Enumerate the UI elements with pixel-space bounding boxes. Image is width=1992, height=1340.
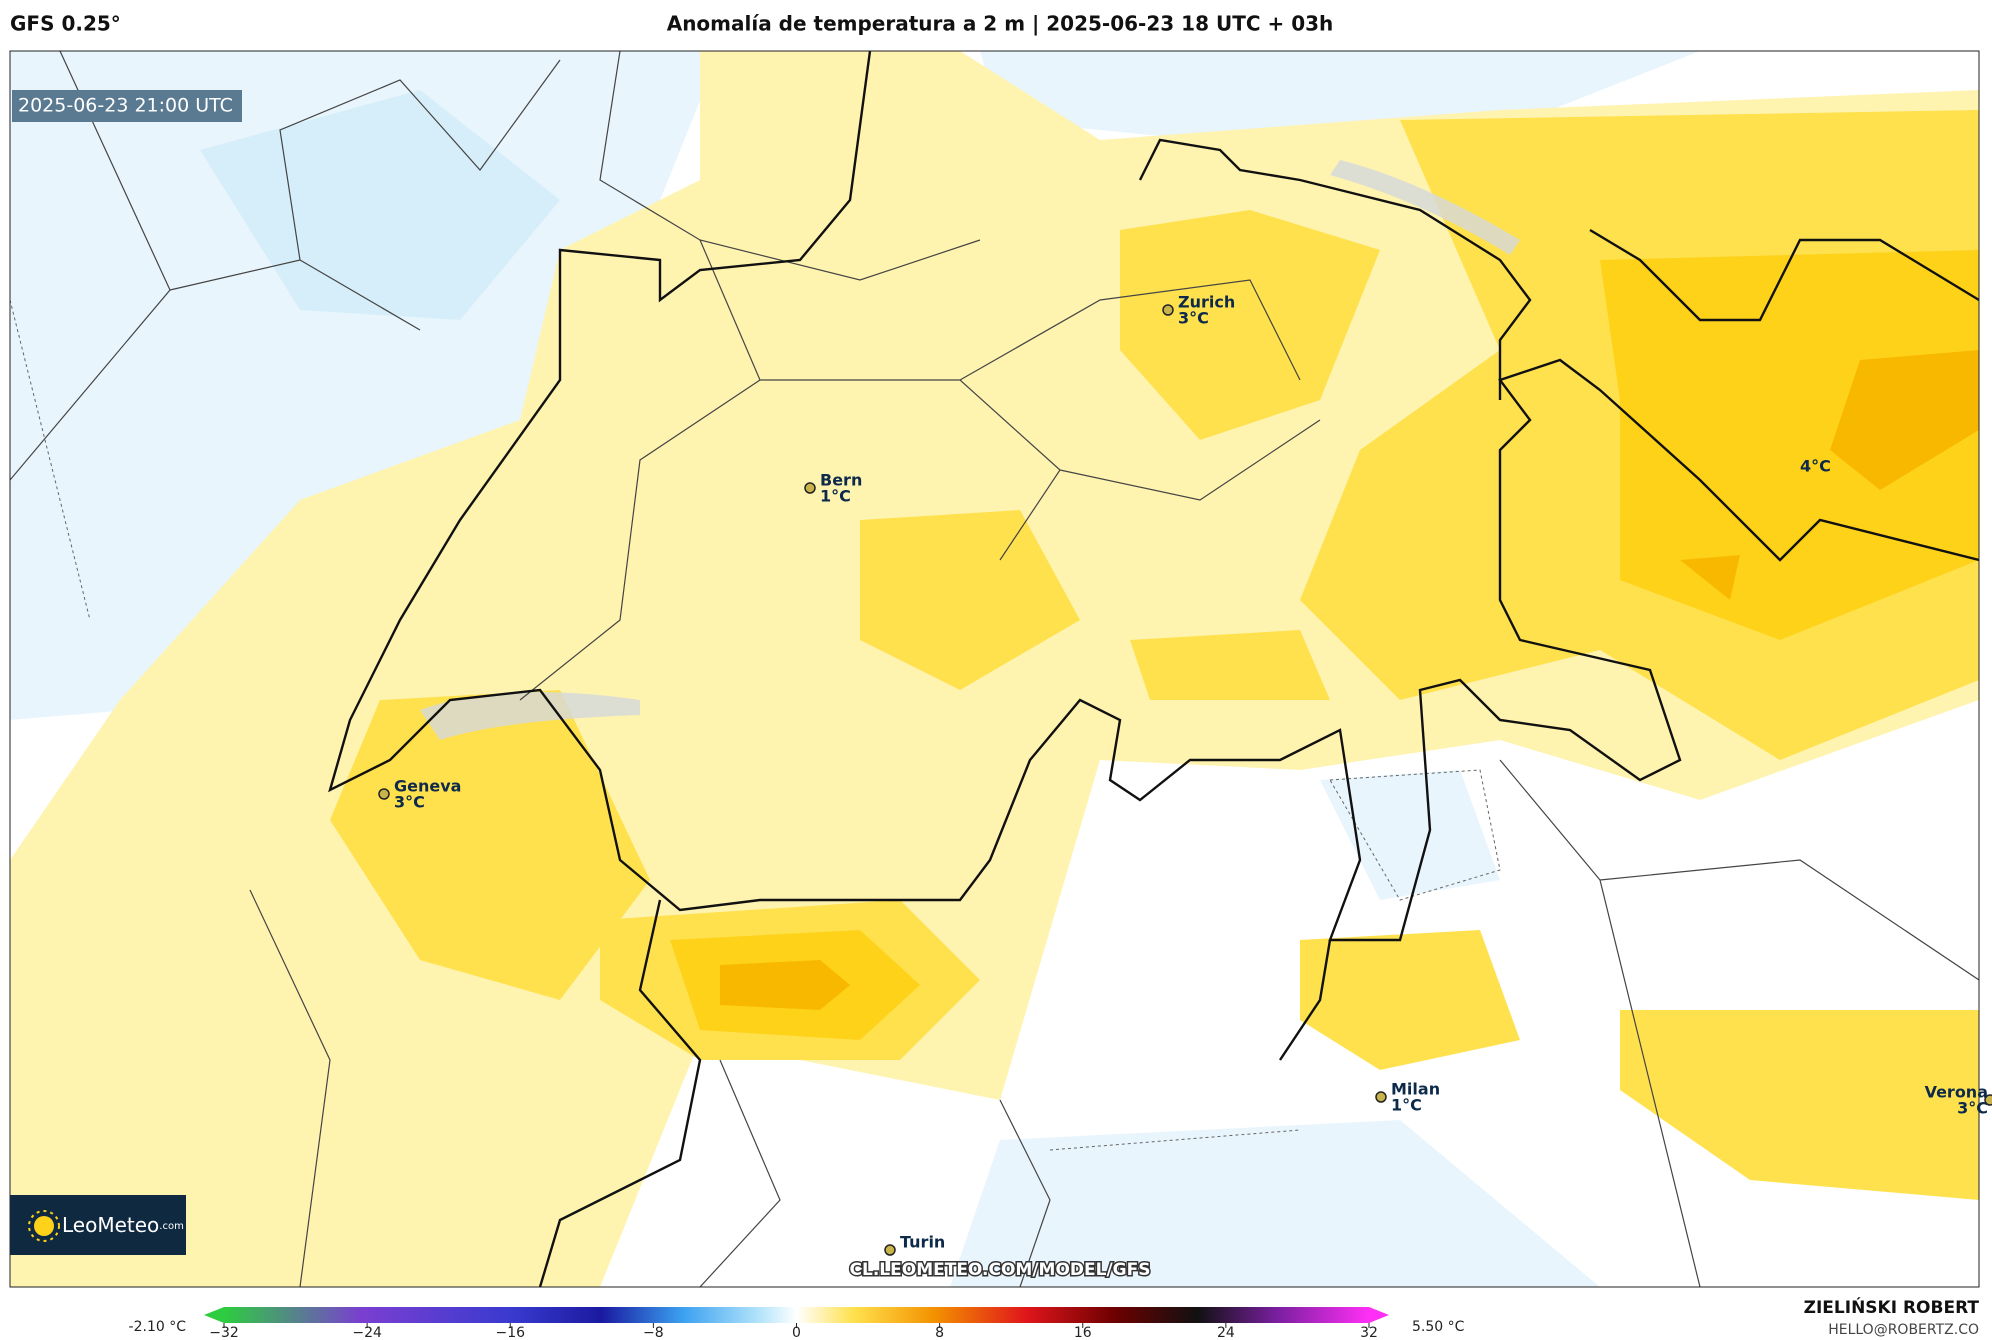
- cities: Zurich3°CBern1°CGeneva3°CMilan1°CVerona3…: [378, 293, 1992, 1256]
- city-name: Bern: [820, 471, 862, 490]
- city-dot: [884, 1244, 896, 1256]
- timestamp-box: [12, 90, 242, 122]
- city-value: 3°C: [1957, 1099, 1988, 1118]
- timestamp: 2025-06-23 21:00 UTC: [18, 95, 233, 117]
- city-value: 1°C: [1391, 1096, 1422, 1115]
- warm-area: [1600, 250, 1979, 640]
- city-dot: [1984, 1094, 1992, 1106]
- colorbar-high-end: [1369, 1307, 1389, 1323]
- map-title: Anomalía de temperatura a 2 m | 2025-06-…: [667, 12, 1334, 36]
- warm-area: [720, 960, 850, 1010]
- city-dot: [1162, 304, 1174, 316]
- colorbar-max: 5.50 °C: [1412, 1319, 1465, 1335]
- city-name: Zurich: [1178, 293, 1235, 312]
- city-value: 1°C: [820, 487, 851, 506]
- colorbar-tick-label: −24: [352, 1325, 382, 1340]
- colorbar-tick-label: −32: [209, 1325, 239, 1340]
- national-border: [1138, 138, 1979, 400]
- warm-area: [1680, 555, 1740, 600]
- colorbar-low-end: [204, 1307, 224, 1323]
- city-dot: [1375, 1091, 1387, 1103]
- model-name: GFS 0.25°: [10, 12, 121, 36]
- colorbar-tick-label: 0: [792, 1325, 801, 1340]
- watermark: CL.LEOMETEO.COM/MODEL/GFS: [850, 1260, 1151, 1280]
- warm-area: [860, 510, 1080, 690]
- city-name: Geneva: [394, 777, 461, 796]
- warm-area: [1830, 350, 1979, 490]
- warm-area: [1120, 210, 1380, 440]
- city-dot: [804, 482, 816, 494]
- lake: [420, 692, 640, 740]
- city-name: Turin: [900, 1233, 945, 1252]
- lake: [1330, 160, 1520, 255]
- map-frame: [9, 50, 1980, 1288]
- city-value: 3°C: [394, 793, 425, 812]
- cool-area: [1320, 770, 1500, 900]
- colorbar: [224, 1307, 1369, 1323]
- national-border: [328, 51, 1979, 942]
- national-border: [538, 899, 1332, 1287]
- map: [10, 51, 1979, 1287]
- city-name: Milan: [1391, 1080, 1440, 1099]
- colorbar-min: -2.10 °C: [129, 1319, 187, 1335]
- logo-text: LeoMeteo.com: [62, 1213, 184, 1237]
- province-borders: [10, 299, 1501, 1151]
- city-value: 3°C: [1178, 309, 1209, 328]
- colorbar-tick-label: 32: [1360, 1325, 1378, 1340]
- warm-area: [1130, 630, 1330, 700]
- author: ZIELIŃSKI ROBERT: [1804, 1296, 1980, 1318]
- logo-rays: [28, 1210, 60, 1242]
- max-label: 4°C: [1800, 457, 1831, 476]
- colorbar-tick-label: 24: [1217, 1325, 1235, 1340]
- email: HELLO@ROBERTZ.CO: [1828, 1322, 1979, 1338]
- logo-sun: [34, 1216, 54, 1236]
- warm-area: [1620, 1010, 1979, 1200]
- colorbar-tick-label: −16: [495, 1325, 525, 1340]
- region-borders: [10, 51, 1979, 1287]
- warm-area: [330, 690, 650, 1000]
- colorbar-tick-label: 16: [1074, 1325, 1092, 1340]
- city-dot: [378, 788, 390, 800]
- colorbar-tick-label: −8: [643, 1325, 664, 1340]
- warm-area: [1300, 930, 1520, 1070]
- city-name: Verona: [1925, 1083, 1988, 1102]
- cool-area: [950, 1120, 1600, 1287]
- colorbar-tick-label: 8: [935, 1325, 944, 1340]
